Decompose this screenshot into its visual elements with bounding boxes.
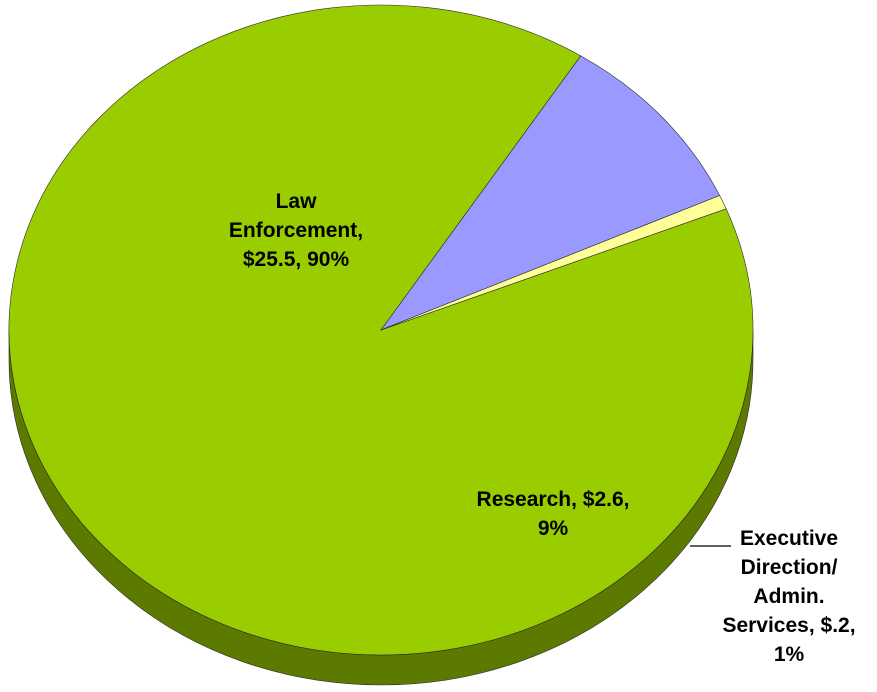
slice-label-1: Research, $2.6, 9% (477, 488, 630, 540)
slice-label-line: Direction/ (741, 556, 838, 579)
slice-executive-direction-admin-services (380, 195, 727, 331)
slice-research (380, 55, 721, 331)
slice-label-line: 9% (538, 517, 569, 540)
slice-label-line: Research, $2.6, (477, 488, 630, 511)
slice-label-2: Executive Direction/Admin. Services, $.2, 1… (722, 527, 855, 666)
slice-label-line: Services, $.2, (722, 614, 855, 637)
slice-label-line: Law (276, 190, 318, 213)
slice-label-line: Executive (740, 527, 838, 550)
pie-slices (8, 4, 754, 656)
slice-labels: Law Enforcement, $25.5, 90% Research, $2.6,… (229, 190, 856, 666)
slice-label-line: 1% (774, 643, 805, 666)
slice-label-0: Law Enforcement, $25.5, 90% (229, 190, 363, 271)
slice-label-line: Admin. (753, 585, 824, 608)
slice-label-line: Enforcement, (229, 219, 363, 242)
slice-label-line: $25.5, 90% (243, 248, 350, 271)
